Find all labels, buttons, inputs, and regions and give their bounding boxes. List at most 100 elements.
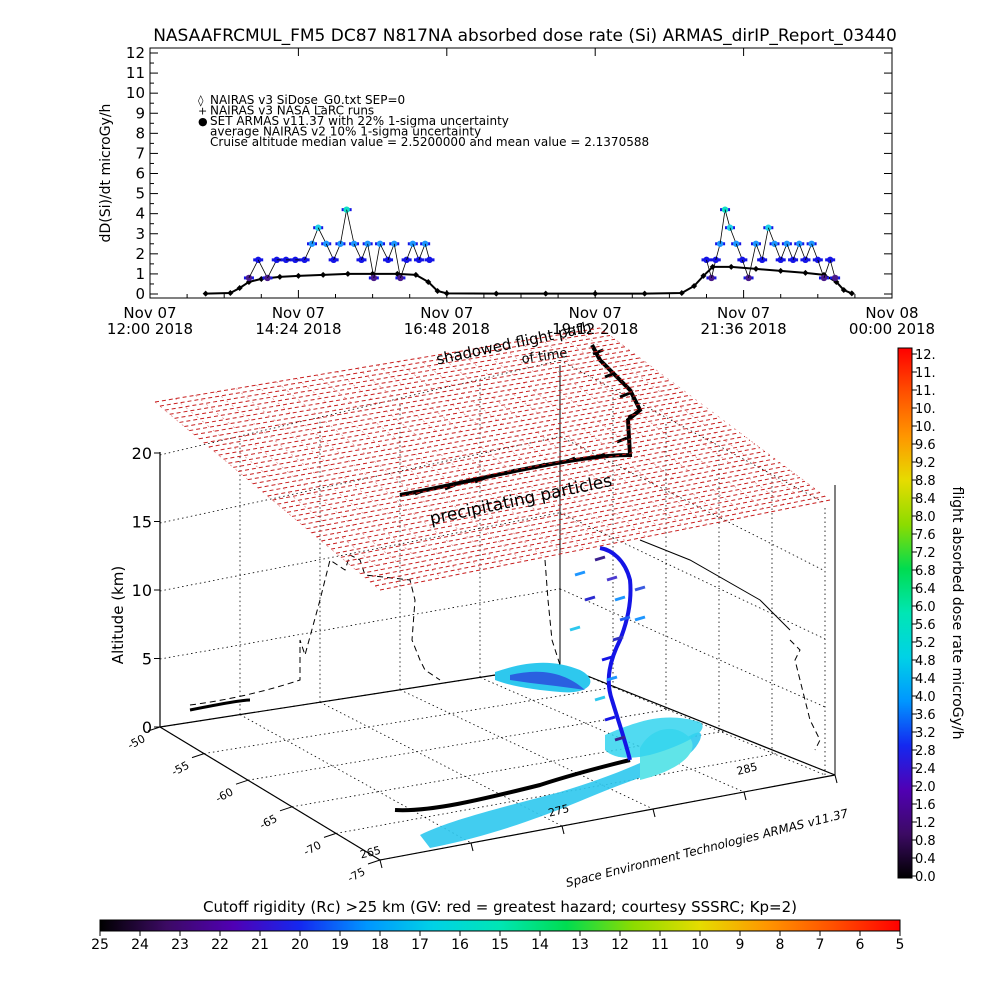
dose-tick-label: 10. xyxy=(915,420,936,435)
z-tick-label: 20 xyxy=(132,444,152,463)
particle-plane-line xyxy=(370,492,821,583)
timeseries-y-label: dD(Si)/dt microGy/h xyxy=(98,104,114,243)
armas-connector xyxy=(373,243,381,279)
nairas-point xyxy=(295,272,302,279)
lon-tick-label: 285 xyxy=(735,760,759,778)
credit-label: Space Environment Technologies ARMAS v11… xyxy=(564,806,850,890)
flight-path-climb xyxy=(599,546,633,761)
nairas-point xyxy=(840,286,847,293)
nairas-point xyxy=(434,287,441,294)
floor-grid-line xyxy=(203,686,616,754)
z-tick-label: 5 xyxy=(142,650,152,669)
dose-tick-label: 11. xyxy=(915,366,936,381)
armas-point xyxy=(384,256,392,264)
y-tick-label: 8 xyxy=(135,124,145,142)
nairas-point xyxy=(443,290,450,297)
lon-tick-label: 275 xyxy=(547,802,571,820)
flight-dose-mark xyxy=(606,675,618,682)
dose-colorbar: 12. 11. 11. 10. 10. 9.6 9.2 8.8 8.4 8.0 7.6 7.2 6.8 6… xyxy=(897,347,965,885)
rc-colorbar: Cutoff rigidity (Rc) >25 km (GV: red = g… xyxy=(91,898,904,953)
of-time-label: of time xyxy=(521,346,569,367)
legend-entry: Cruise altitude median value = 2.5200000… xyxy=(210,135,649,149)
flight-dose-mark xyxy=(584,595,596,602)
particle-plane-line xyxy=(213,372,661,452)
y-tick-label: 10 xyxy=(126,84,145,102)
nairas-point xyxy=(728,263,735,270)
dose-tick-label: 6.0 xyxy=(915,600,936,615)
3d-grid xyxy=(159,359,836,861)
x-tick-label-time: 12:00 2018 xyxy=(107,320,193,338)
rc-colorbar-bar xyxy=(99,919,901,932)
particle-plane-line xyxy=(301,439,751,526)
wall-grid-line xyxy=(159,359,561,456)
particle-plane-line xyxy=(286,428,736,513)
z-tick-label: 15 xyxy=(132,513,152,532)
armas-connector xyxy=(393,243,401,279)
armas-point xyxy=(273,256,280,264)
particle-plane-line xyxy=(267,413,716,497)
lat-tick-mark xyxy=(367,859,381,865)
legend-symbol: ◊ xyxy=(198,94,204,107)
dose-tick-label: 7.6 xyxy=(915,528,936,543)
flight-dose-mark xyxy=(612,635,624,642)
armas-point xyxy=(831,274,839,282)
particle-plane-line xyxy=(311,447,761,534)
x-tick-label-date: Nov 07 xyxy=(420,304,473,322)
dose-tick-label: 11. xyxy=(915,384,936,399)
latitude-ticks: -50-55-60-65-70-75 xyxy=(125,726,381,885)
particle-plane-line xyxy=(340,469,791,558)
dose-tick-label: 10. xyxy=(915,402,936,417)
floor-grid-line xyxy=(247,708,671,781)
nairas-point xyxy=(425,278,432,285)
y-tick-label: 4 xyxy=(135,205,145,223)
dose-tick-label: 2.0 xyxy=(915,780,936,795)
rc-tick-label: 7 xyxy=(816,937,825,953)
dose-tick-label: 3.6 xyxy=(915,708,936,723)
nairas-point xyxy=(848,290,855,297)
lon-tick-mark xyxy=(379,859,383,869)
flight-dose-mark xyxy=(601,655,613,662)
flight-dose-mark xyxy=(594,555,606,562)
lat-tick-mark xyxy=(323,832,337,838)
lat-tick-mark xyxy=(191,753,205,759)
legend-entry: SET ARMAS v11.37 with 22% 1-sigma uncert… xyxy=(210,114,509,128)
particle-plane-cross xyxy=(539,337,769,513)
particle-plane-cross xyxy=(579,331,810,505)
ground-swath-mid xyxy=(605,717,703,758)
particle-plane-line xyxy=(257,406,706,489)
flight-dose-mark xyxy=(634,585,646,592)
flight-path-takeoff-leg xyxy=(189,698,251,712)
flight-dose-mark xyxy=(606,575,618,582)
rc-colorbar-label: Cutoff rigidity (Rc) >25 km (GV: red = g… xyxy=(203,898,797,916)
particle-plane-line xyxy=(159,331,606,407)
x-tick-label-time: 00:00 2018 xyxy=(849,320,935,338)
nairas-point xyxy=(700,272,707,279)
legend-symbol: ● xyxy=(198,115,208,128)
armas-connector xyxy=(248,259,259,279)
x-tick-label-date: Nov 07 xyxy=(569,304,622,322)
rc-tick-label: 5 xyxy=(896,937,905,953)
flight-dose-mark xyxy=(594,695,606,702)
nairas-point xyxy=(678,289,685,296)
rc-tick-label: 12 xyxy=(611,937,629,953)
x-tick-label-time: 16:48 2018 xyxy=(404,320,490,338)
particle-plane-line xyxy=(238,391,686,472)
shadow-right-wall-path xyxy=(639,539,791,631)
nairas-series xyxy=(202,263,855,297)
flight-dose-mark-cruise xyxy=(474,476,486,484)
y-tick-label: 7 xyxy=(135,144,145,162)
rc-tick-label: 25 xyxy=(91,937,109,953)
dose-tick-label: 8.0 xyxy=(915,510,936,525)
wall-grid-line xyxy=(159,588,561,660)
armas-connector xyxy=(367,243,375,279)
nairas-point xyxy=(542,290,549,297)
particle-plane-line xyxy=(282,424,731,509)
particle-plane-line xyxy=(223,379,671,460)
altitude-axis-label: Altitude (km) xyxy=(109,566,127,664)
armas-point xyxy=(330,256,337,264)
particle-plane-line xyxy=(360,484,811,575)
dose-tick-label: 4.8 xyxy=(915,654,936,669)
dose-tick-label: 6.8 xyxy=(915,564,936,579)
